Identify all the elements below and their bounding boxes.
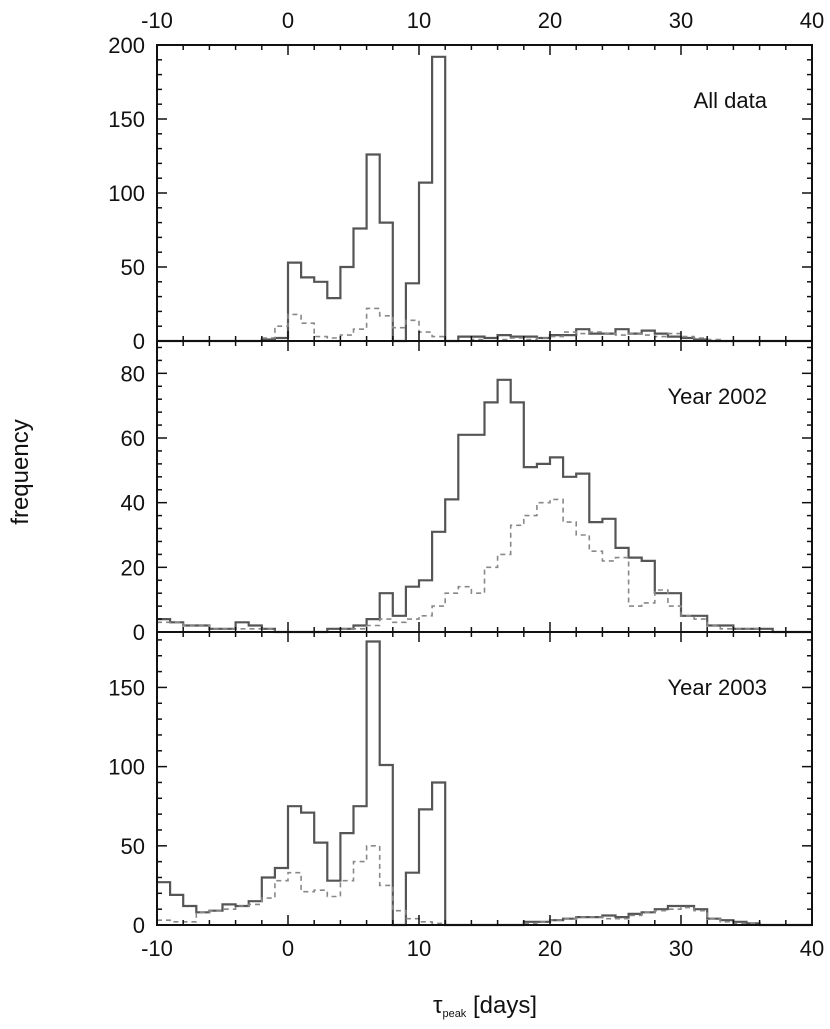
y-tick-label: 60 [121,426,145,451]
panel-label: Year 2002 [667,384,767,409]
x-axis-title-subscript: peak [442,1008,466,1020]
series-solid-line [157,55,812,343]
y-tick-label: 200 [108,33,145,58]
panel-bottom: 0 50 100 150 Year 2003 [108,631,813,938]
y-tick-label: 100 [108,181,145,206]
y-tick-label: 0 [133,913,145,938]
y-tick-label: 150 [108,675,145,700]
x-tick-label-bottom: 40 [800,936,824,961]
x-tick-label-bottom: 10 [407,936,431,961]
panel-frame [156,631,813,926]
y-tick-label: 100 [108,755,145,780]
top-x-tick-labels: -10 0 10 20 30 40 [141,8,824,33]
y-tick-label: 150 [108,107,145,132]
series-dashed-line [157,307,812,342]
x-axis-title: τpeak [days] [433,992,537,1020]
x-tick-label-top: 0 [282,8,294,33]
x-tick-label-bottom: -10 [141,936,173,961]
y-tick-label: 20 [121,555,145,580]
y-tick-label: 50 [121,255,145,280]
x-tick-label-bottom: 20 [538,936,562,961]
x-tick-label-top: 10 [407,8,431,33]
x-tick-label-bottom: 0 [282,936,294,961]
series-dashed-line [157,845,812,926]
panel-label: All data [694,88,768,113]
y-tick-label: 80 [121,361,145,386]
panels-group: 0 50 100 150 200 All data 0 20 40 60 80 Year 2002 0 5… [108,33,813,938]
y-tick-label: 0 [133,620,145,645]
x-tick-label-bottom: 30 [669,936,693,961]
x-tick-label-top: 30 [669,8,693,33]
y-tick-label: 40 [121,491,145,516]
panel-middle: 0 20 40 60 80 Year 2002 [121,340,813,645]
x-tick-label-top: 40 [800,8,824,33]
y-axis-title: frequency [7,419,34,524]
series-dashed-line [157,498,812,633]
series-solid-line [157,378,812,634]
bottom-x-tick-labels: -10 0 10 20 30 40 [141,936,824,961]
x-axis-title-unit: [days] [466,992,537,1019]
x-tick-label-top: 20 [538,8,562,33]
panel-label: Year 2003 [667,675,767,700]
x-tick-label-top: -10 [141,8,173,33]
x-axis-title-symbol: τ [433,992,443,1019]
panel-top: 0 50 100 150 200 All data [108,33,813,354]
y-tick-label: 0 [133,329,145,354]
y-tick-label: 50 [121,834,145,859]
